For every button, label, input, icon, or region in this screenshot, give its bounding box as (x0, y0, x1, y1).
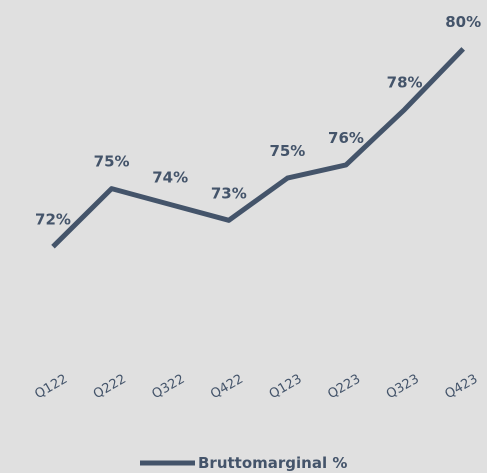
data-label: 75% (269, 142, 305, 160)
legend-label: Bruttomarginal % (198, 454, 347, 472)
data-label: 72% (35, 211, 71, 229)
data-label: 76% (328, 129, 364, 147)
data-label: 73% (211, 184, 247, 202)
data-label: 80% (445, 13, 481, 31)
data-label: 78% (387, 74, 423, 92)
data-line (51, 47, 465, 249)
data-label: 75% (94, 153, 130, 171)
data-label: 74% (152, 168, 188, 186)
